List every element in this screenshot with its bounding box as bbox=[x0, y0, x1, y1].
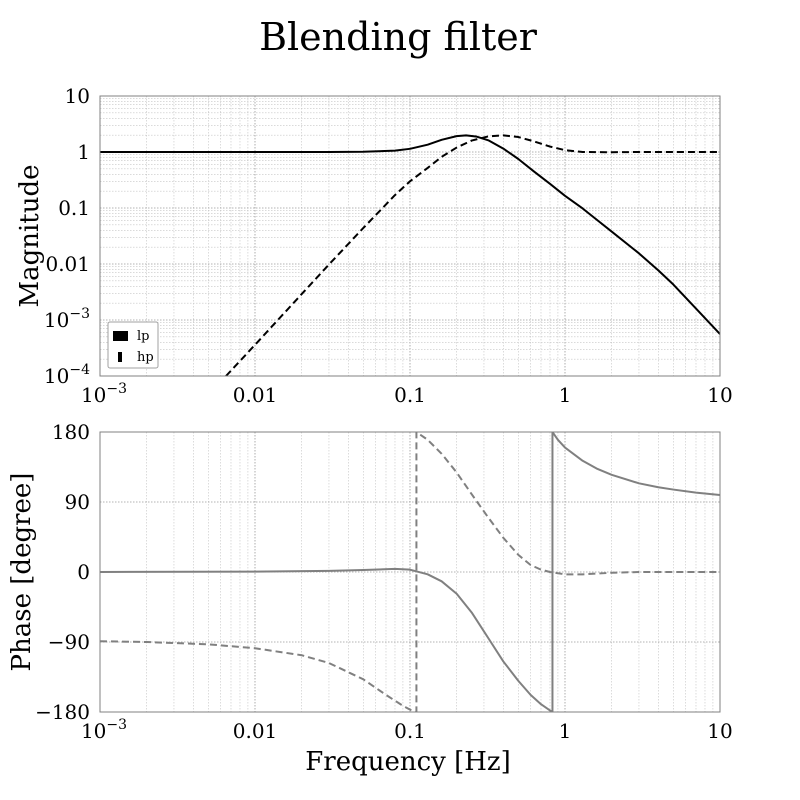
chart-title: Blending filter bbox=[259, 15, 538, 59]
x-tick-label: 1 bbox=[559, 719, 572, 743]
plot-frame bbox=[99, 95, 721, 377]
legend-label-lp: lp bbox=[137, 329, 149, 344]
x-axis-label: Frequency [Hz] bbox=[305, 747, 511, 777]
y-tick-label: 10−4 bbox=[44, 362, 90, 388]
x-tick-label: 0.1 bbox=[394, 719, 426, 743]
y-tick-label: 0.01 bbox=[45, 252, 90, 276]
x-tick-label: 10 bbox=[707, 719, 732, 743]
x-tick-label: 0.01 bbox=[233, 719, 278, 743]
series-line-lp bbox=[100, 134, 720, 335]
phase-panel: 10−3 0.01 0.1 1 10 −180 −90 0 90 180 Phase [degree… bbox=[7, 420, 733, 777]
legend-label-hp: hp bbox=[137, 350, 154, 365]
series-line-hp bbox=[225, 134, 720, 376]
magnitude-panel: 10−3 0.01 0.1 1 1010−410−30.010.1110Magnitud… bbox=[15, 84, 733, 407]
y-tick-label: 10 bbox=[65, 84, 90, 108]
x-tick-label: 10 bbox=[707, 383, 732, 407]
legend: lp hp bbox=[107, 321, 159, 369]
y-tick-label: 10−3 bbox=[44, 306, 90, 332]
x-tick-label: 0.1 bbox=[394, 383, 426, 407]
y-tick-label: 90 bbox=[65, 490, 90, 514]
grid bbox=[99, 96, 720, 377]
x-tick-label: 0.01 bbox=[233, 383, 278, 407]
y-axis-label: Magnitude bbox=[15, 164, 45, 307]
legend-swatch-hp bbox=[118, 352, 122, 362]
y-tick-label: 1 bbox=[77, 140, 90, 164]
plot-frame bbox=[99, 431, 721, 713]
y-tick-label: 0.1 bbox=[58, 196, 90, 220]
y-axis-label: Phase [degree] bbox=[7, 473, 37, 672]
tick-labels: 10−3 0.01 0.1 1 10 −180 −90 0 90 180 bbox=[35, 420, 733, 743]
y-tick-label: −180 bbox=[35, 700, 90, 724]
x-tick-label: 10−3 bbox=[81, 717, 127, 743]
series-line-lp bbox=[100, 432, 720, 712]
x-tick-label: 10−3 bbox=[81, 381, 127, 407]
y-tick-label: 180 bbox=[52, 420, 90, 444]
y-tick-label: 0 bbox=[77, 560, 90, 584]
y-tick-label: −90 bbox=[48, 630, 90, 654]
x-tick-label: 1 bbox=[559, 383, 572, 407]
legend-swatch-lp bbox=[113, 331, 128, 341]
